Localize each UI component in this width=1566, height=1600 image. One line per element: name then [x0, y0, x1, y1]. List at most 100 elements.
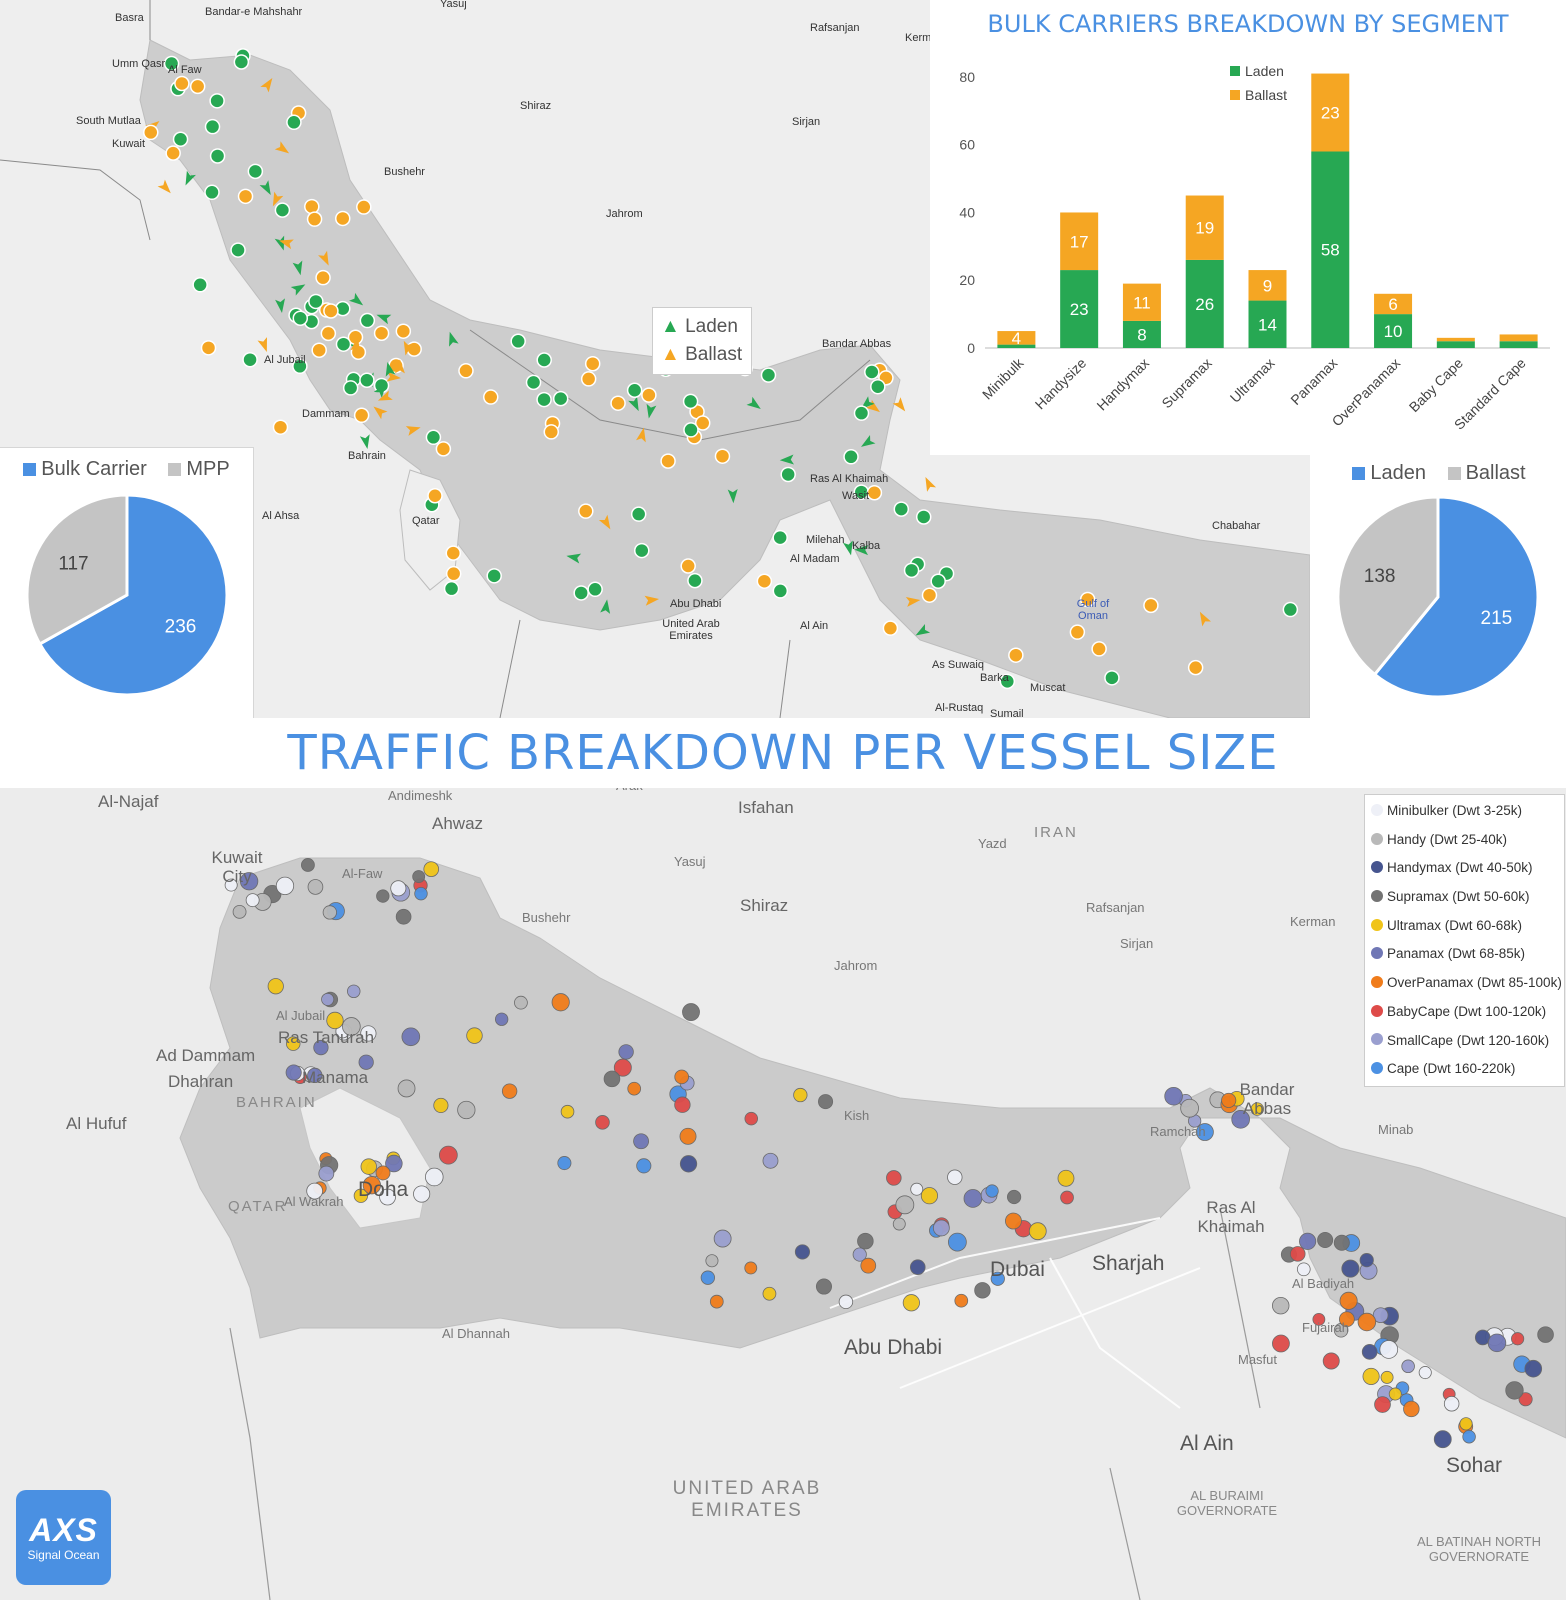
place-label: Yasuj [440, 0, 467, 10]
laden-anchored-marker [536, 352, 552, 368]
laden-ballast-pie-legend: Laden Ballast [1312, 462, 1566, 485]
vessel-size-marker [1462, 1430, 1476, 1444]
vessel-size-marker [1333, 1234, 1350, 1251]
place-label: Al Jubail [264, 354, 306, 366]
pie-slice-ballast [1336, 495, 1440, 677]
laden-anchored-marker [915, 509, 932, 525]
laden-moving-marker [275, 298, 285, 313]
vessel-size-marker [306, 1182, 324, 1200]
place-label: Kish [844, 1108, 870, 1123]
vessel-size-marker [1537, 1326, 1554, 1343]
persian-gulf-water [139, 39, 1310, 718]
vessel-size-marker [963, 1189, 983, 1208]
vessel-size-marker [1057, 1169, 1075, 1187]
vessel-size-marker [1028, 1222, 1047, 1241]
bar-ballast [1122, 283, 1161, 321]
vessel-size-marker [376, 889, 390, 903]
place-label: Minab [1378, 1122, 1414, 1137]
vessel-size-marker [838, 1294, 854, 1310]
bar-legend-label: Laden [1245, 63, 1284, 79]
vessel-size-marker [1221, 1092, 1237, 1108]
place-label: Ahwaz [432, 814, 484, 833]
vessel-size-marker [360, 1025, 377, 1042]
x-category-label: Baby Cape [1406, 355, 1466, 415]
vessel-size-marker [423, 861, 440, 878]
vessel-size-marker [239, 872, 259, 891]
laden-anchored-marker [772, 529, 788, 546]
vessel-size-marker [700, 1270, 716, 1285]
vessel-size-marker [1180, 1098, 1199, 1118]
vessel-size-marker [1341, 1259, 1360, 1278]
ballast-anchored-marker [311, 342, 327, 358]
ballast-anchored-marker [323, 303, 339, 319]
vessel-size-map[interactable]: Al-Najaf Andimeshk Arak Isfahan Ahwaz IRAN Yaz… [0, 788, 1566, 1600]
ballast-moving-marker [892, 397, 906, 412]
laden-anchored-marker [359, 312, 376, 329]
laden-anchored-marker [687, 572, 703, 589]
ballast-anchored-marker [435, 441, 452, 457]
vessel-size-marker [560, 1104, 575, 1119]
ballast-moving-marker [394, 359, 405, 374]
ballast-moving-marker [272, 191, 284, 207]
vessel-size-marker [954, 1293, 969, 1308]
bar-data-label: 8 [1137, 325, 1146, 344]
bar-laden [1248, 300, 1287, 348]
vessel-size-marker [974, 1282, 991, 1299]
place-label: Al Dhannah [442, 1326, 510, 1341]
place-label: Bushehr [522, 910, 571, 925]
laden-anchored-marker [230, 242, 246, 258]
vessel-size-marker [947, 1169, 963, 1185]
y-tick-label: 40 [959, 204, 975, 220]
ballast-anchored-marker [482, 389, 499, 405]
axs-logo: AXS Signal Ocean [16, 1490, 111, 1585]
place-label: Al-Faw [342, 866, 383, 881]
place-label: Al Ahsa [262, 510, 300, 522]
vessel-size-marker [360, 1158, 377, 1175]
laden-anchored-marker [1282, 601, 1299, 618]
ballast-anchored-marker [237, 188, 254, 205]
bar-data-label: 6 [1388, 295, 1397, 314]
vessel-size-marker [1418, 1366, 1432, 1380]
place-label: BAHRAIN [236, 1094, 317, 1111]
place-label: Arak [616, 788, 643, 793]
place-label: Rafsanjan [1086, 900, 1145, 915]
laden-anchored-marker [930, 573, 946, 590]
laden-anchored-marker [552, 390, 569, 407]
place-label: Yasuj [674, 854, 706, 869]
ballast-moving-marker [373, 406, 388, 420]
logo-subtitle: Signal Ocean [27, 1548, 100, 1562]
bar-chart-title: BULK CARRIERS BREAKDOWN BY SEGMENT [987, 10, 1509, 38]
size-legend-item: Cape (Dwt 160-220k) [1371, 1055, 1558, 1084]
vessel-size-marker [682, 1003, 700, 1022]
laden-moving-marker [290, 284, 306, 296]
vessel-type-pie-legend: Bulk Carrier MPP [0, 458, 253, 481]
vessel-size-marker [494, 1012, 509, 1026]
place-label: Al Jubail [276, 1008, 326, 1023]
place-label: Al Badiyah [1292, 1276, 1355, 1291]
laden-moving-marker [349, 292, 364, 306]
laden-anchored-marker [772, 583, 789, 599]
ballast-anchored-marker [143, 124, 159, 141]
ballast-anchored-marker [334, 210, 351, 227]
laden-anchored-marker [683, 422, 699, 438]
laden-anchored-marker [760, 367, 777, 383]
vessel-size-marker [1357, 1312, 1377, 1332]
vessel-size-marker [1362, 1367, 1380, 1385]
laden-anchored-marker [286, 114, 302, 131]
vessel-size-marker [245, 893, 260, 908]
laden-anchored-marker [443, 580, 460, 597]
ballast-anchored-marker [1079, 591, 1096, 608]
vessel-type-pie: 236 117 [25, 493, 229, 697]
vessel-size-marker [1361, 1344, 1378, 1360]
vessel-size-marker [895, 1195, 915, 1215]
laden-moving-marker [600, 599, 611, 614]
bar-laden [997, 344, 1036, 348]
laden-anchored-marker [242, 351, 258, 368]
place-label: Dhahran [168, 1072, 234, 1091]
size-legend-label: Minibulker (Dwt 3-25k) [1387, 803, 1523, 818]
place-label: Ad Dammam [156, 1046, 256, 1065]
place-label: Rafsanjan [810, 22, 860, 34]
vessel-size-marker [379, 1188, 396, 1206]
laden-moving-marker [727, 488, 738, 504]
vessel-size-marker [860, 1257, 877, 1274]
